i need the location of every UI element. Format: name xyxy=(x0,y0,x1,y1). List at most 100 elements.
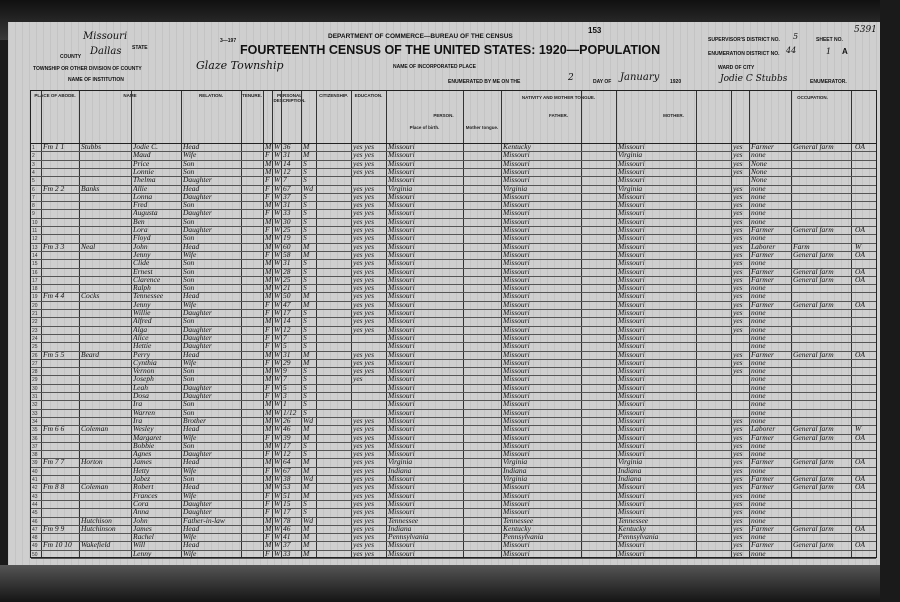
relation-cell: Son xyxy=(183,274,195,284)
speaks-english-cell: yes xyxy=(733,457,743,467)
relation-cell: Son xyxy=(183,474,195,483)
row-rule xyxy=(31,350,876,352)
race-cell: W xyxy=(274,341,281,351)
education-cell: yes yes xyxy=(353,465,375,475)
census-sheet: Missouri STATE COUNTY Dallas TOWNSHIP OR… xyxy=(8,22,880,570)
sex-cell: F xyxy=(265,208,270,218)
mother-birthplace-cell: Kentucky xyxy=(618,523,646,533)
birthplace-cell: Missouri xyxy=(388,332,415,342)
father-birthplace-cell: Missouri xyxy=(503,175,530,185)
father-birthplace-cell: Indiana xyxy=(503,465,527,475)
education-cell: yes yes xyxy=(353,216,375,226)
father-birthplace-cell: Pennsylvania xyxy=(503,532,544,542)
line-number: 23 xyxy=(32,327,38,334)
occupation-cell: None xyxy=(751,175,767,185)
class-of-worker-cell: OA xyxy=(855,142,865,151)
column-rule xyxy=(351,91,352,557)
speaks-english-cell: yes xyxy=(733,366,743,376)
sex-cell: M xyxy=(265,374,272,384)
age-cell: 7 xyxy=(283,374,287,384)
enumeration-district: 44 xyxy=(786,46,797,55)
relation-cell: Son xyxy=(183,158,195,168)
occupation-cell: Laborer xyxy=(751,241,776,251)
mother-birthplace-cell: Missouri xyxy=(618,266,645,276)
surname-cell: Stubbs xyxy=(81,142,102,151)
age-cell: 19 xyxy=(283,233,291,243)
sex-cell: M xyxy=(265,200,272,210)
line-number: 26 xyxy=(32,352,38,359)
sex-cell: F xyxy=(265,324,270,334)
birthplace-cell: Missouri xyxy=(388,283,415,293)
marital-status-cell: Wd xyxy=(303,415,313,425)
dwelling-family-cell: Fm 3 3 xyxy=(43,241,65,251)
race-cell: W xyxy=(274,407,281,417)
marital-status-cell: M xyxy=(303,548,310,558)
dwelling-family-cell: Fm 2 2 xyxy=(43,183,65,193)
given-name-cell: Lonnie xyxy=(133,166,154,176)
row-rule xyxy=(31,416,876,418)
father-birthplace-cell: Missouri xyxy=(503,349,530,359)
age-cell: 1/12 xyxy=(283,407,297,417)
education-cell: yes yes xyxy=(353,415,375,425)
speaks-english-cell: yes xyxy=(733,349,743,359)
education-cell: yes yes xyxy=(353,515,375,525)
education-cell: yes yes xyxy=(353,424,375,434)
marital-status-cell: M xyxy=(303,465,310,475)
line-number: 10 xyxy=(32,219,38,226)
race-cell: W xyxy=(274,299,281,309)
speaks-english-cell: yes xyxy=(733,507,743,517)
row-rule xyxy=(31,176,876,178)
county-value: Dallas xyxy=(90,46,122,57)
line-number: 50 xyxy=(32,551,38,558)
marital-status-cell: S xyxy=(303,258,307,268)
row-rule xyxy=(31,250,876,252)
relation-cell: Wife xyxy=(183,249,197,259)
given-name-cell: James xyxy=(133,457,152,467)
relation-cell: Daughter xyxy=(183,175,212,185)
class-of-worker-cell: OA xyxy=(855,474,865,483)
line-number: 36 xyxy=(32,435,38,442)
age-cell: 15 xyxy=(283,498,291,508)
surname-cell: Beard xyxy=(81,349,100,359)
speaks-english-cell: yes xyxy=(733,274,743,284)
marital-status-cell: M xyxy=(303,150,310,160)
education-cell: yes yes xyxy=(353,274,375,284)
relation-cell: Wife xyxy=(183,532,197,542)
given-name-cell: Wesley xyxy=(133,424,154,434)
sex-cell: F xyxy=(265,308,270,317)
mother-birthplace-cell: Missouri xyxy=(618,548,645,558)
relation-cell: Daughter xyxy=(183,391,212,400)
age-cell: 25 xyxy=(283,274,291,284)
scan-dark-margin-bottom xyxy=(0,565,900,602)
father-birthplace-cell: Missouri xyxy=(503,308,530,317)
race-cell: W xyxy=(274,548,281,558)
education-cell: yes yes xyxy=(353,142,375,151)
birthplace-cell: Missouri xyxy=(388,299,415,309)
race-cell: W xyxy=(274,216,281,226)
occupation-cell: none xyxy=(751,316,766,326)
mother-birthplace-cell: Missouri xyxy=(618,258,645,268)
given-name-cell: Alga xyxy=(133,324,148,334)
occupation-cell: none xyxy=(751,332,766,342)
given-name-cell: Cynthia xyxy=(133,357,157,367)
speaks-english-cell: yes xyxy=(733,283,743,293)
relation-cell: Daughter xyxy=(183,324,212,334)
birthplace-cell: Missouri xyxy=(388,266,415,276)
mother-birthplace-cell: Missouri xyxy=(618,507,645,517)
given-name-cell: Bobbie xyxy=(133,440,155,450)
birthplace-cell: Missouri xyxy=(388,399,415,409)
occupation-cell: none xyxy=(751,399,766,409)
given-name-cell: Joseph xyxy=(133,374,154,384)
education-cell: yes yes xyxy=(353,225,375,234)
line-number: 1 xyxy=(32,145,35,151)
industry-cell: General farm xyxy=(793,432,834,442)
birthplace-cell: Missouri xyxy=(388,449,415,459)
marital-status-cell: S xyxy=(303,374,307,384)
relation-cell: Wife xyxy=(183,299,197,309)
row-rule xyxy=(31,558,876,559)
column-rule xyxy=(301,91,302,557)
column-rule xyxy=(241,91,242,557)
sex-cell: F xyxy=(265,299,270,309)
age-cell: 29 xyxy=(283,357,291,367)
speaks-english-cell: yes xyxy=(733,449,743,459)
